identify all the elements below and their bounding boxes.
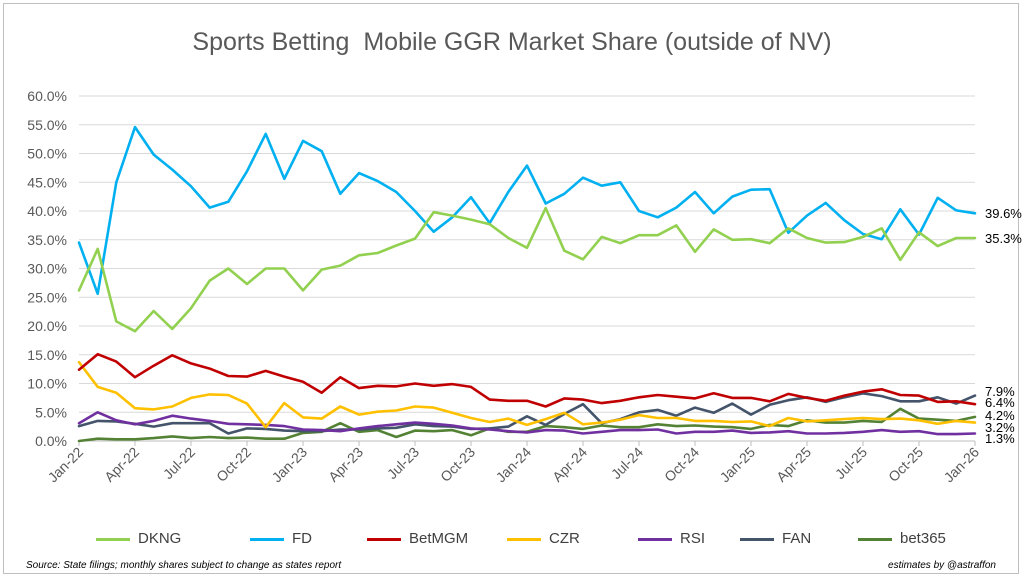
y-tick-label: 10.0% (27, 376, 67, 392)
x-tick-label: Jan-24 (493, 444, 535, 486)
x-tick-label: Jul-23 (384, 444, 422, 482)
x-tick-label: Apr-25 (773, 444, 814, 485)
x-tick-label: Apr-23 (325, 444, 366, 485)
legend-label: bet365 (900, 530, 946, 547)
legend-item-dkng: DKNG (96, 530, 181, 550)
x-tick-label: Jan-26 (941, 444, 983, 486)
chart-legend: DKNG FD BetMGM CZR RSI FAN bet365 (96, 530, 996, 550)
x-tick-label: Apr-22 (101, 444, 142, 485)
y-tick-label: 45.0% (27, 174, 67, 190)
legend-label: CZR (549, 530, 580, 547)
x-tick-label: Jan-25 (717, 444, 759, 486)
series-line-rsi (77, 410, 977, 436)
x-tick-label: Jul-22 (160, 444, 198, 482)
credit-footnote: estimates by @astraffon (888, 560, 996, 571)
x-tick-label: Oct-25 (885, 444, 926, 485)
y-tick-label: 25.0% (27, 289, 67, 305)
y-tick-label: 50.0% (27, 146, 67, 162)
legend-item-bet365: bet365 (858, 530, 946, 550)
x-tick-label: Jul-25 (832, 444, 870, 482)
legend-swatch (740, 537, 774, 541)
legend-swatch (858, 537, 892, 541)
y-tick-label: 35.0% (27, 232, 67, 248)
x-tick-label: Oct-24 (661, 444, 702, 485)
end-value-label: 1.3% (985, 431, 1015, 446)
legend-item-betmgm: BetMGM (367, 530, 468, 550)
chart-title: Sports Betting Mobile GGR Market Share (… (192, 28, 832, 56)
legend-item-fd: FD (250, 530, 312, 550)
legend-swatch (250, 537, 284, 541)
legend-item-czr: CZR (507, 530, 580, 550)
legend-label: RSI (680, 530, 706, 547)
legend-swatch (638, 537, 672, 541)
legend-label: FAN (782, 530, 812, 547)
series-line-fd (77, 125, 977, 296)
end-value-label: 39.6% (985, 206, 1022, 221)
legend-item-rsi: RSI (638, 530, 705, 550)
legend-label: BetMGM (409, 530, 469, 547)
end-value-label: 35.3% (985, 231, 1022, 246)
legend-swatch (367, 537, 401, 541)
end-value-label: 7.9% (985, 384, 1015, 399)
legend-swatch (96, 537, 130, 541)
x-tick-label: Jan-22 (45, 444, 87, 486)
y-tick-label: 0.0% (35, 433, 67, 449)
y-tick-label: 15.0% (27, 347, 67, 363)
legend-label: DKNG (138, 530, 182, 547)
y-tick-label: 20.0% (27, 318, 67, 334)
y-tick-label: 5.0% (35, 404, 67, 420)
end-value-label: 4.2% (985, 408, 1015, 423)
x-tick-label: Oct-22 (213, 444, 254, 485)
series-line-dkng (77, 206, 977, 333)
end-value-label: 6.4% (985, 395, 1015, 410)
y-tick-label: 60.0% (27, 88, 67, 104)
x-tick-label: Jul-24 (608, 444, 646, 482)
y-tick-label: 55.0% (27, 117, 67, 133)
series-line-czr (77, 360, 977, 429)
legend-label: FD (292, 530, 312, 547)
end-value-label: 3.2% (985, 420, 1015, 435)
legend-swatch (507, 537, 541, 541)
x-tick-label: Jan-23 (269, 444, 311, 486)
source-footnote: Source: State filings; monthly shares su… (26, 560, 342, 571)
y-tick-label: 40.0% (27, 203, 67, 219)
legend-item-fan: FAN (740, 530, 811, 550)
chart-frame (3, 3, 1019, 574)
series-line-fan (77, 391, 977, 435)
x-tick-label: Oct-23 (437, 444, 478, 485)
series-line-betmgm (77, 352, 977, 408)
x-tick-label: Apr-24 (549, 444, 590, 485)
y-tick-label: 30.0% (27, 261, 67, 277)
